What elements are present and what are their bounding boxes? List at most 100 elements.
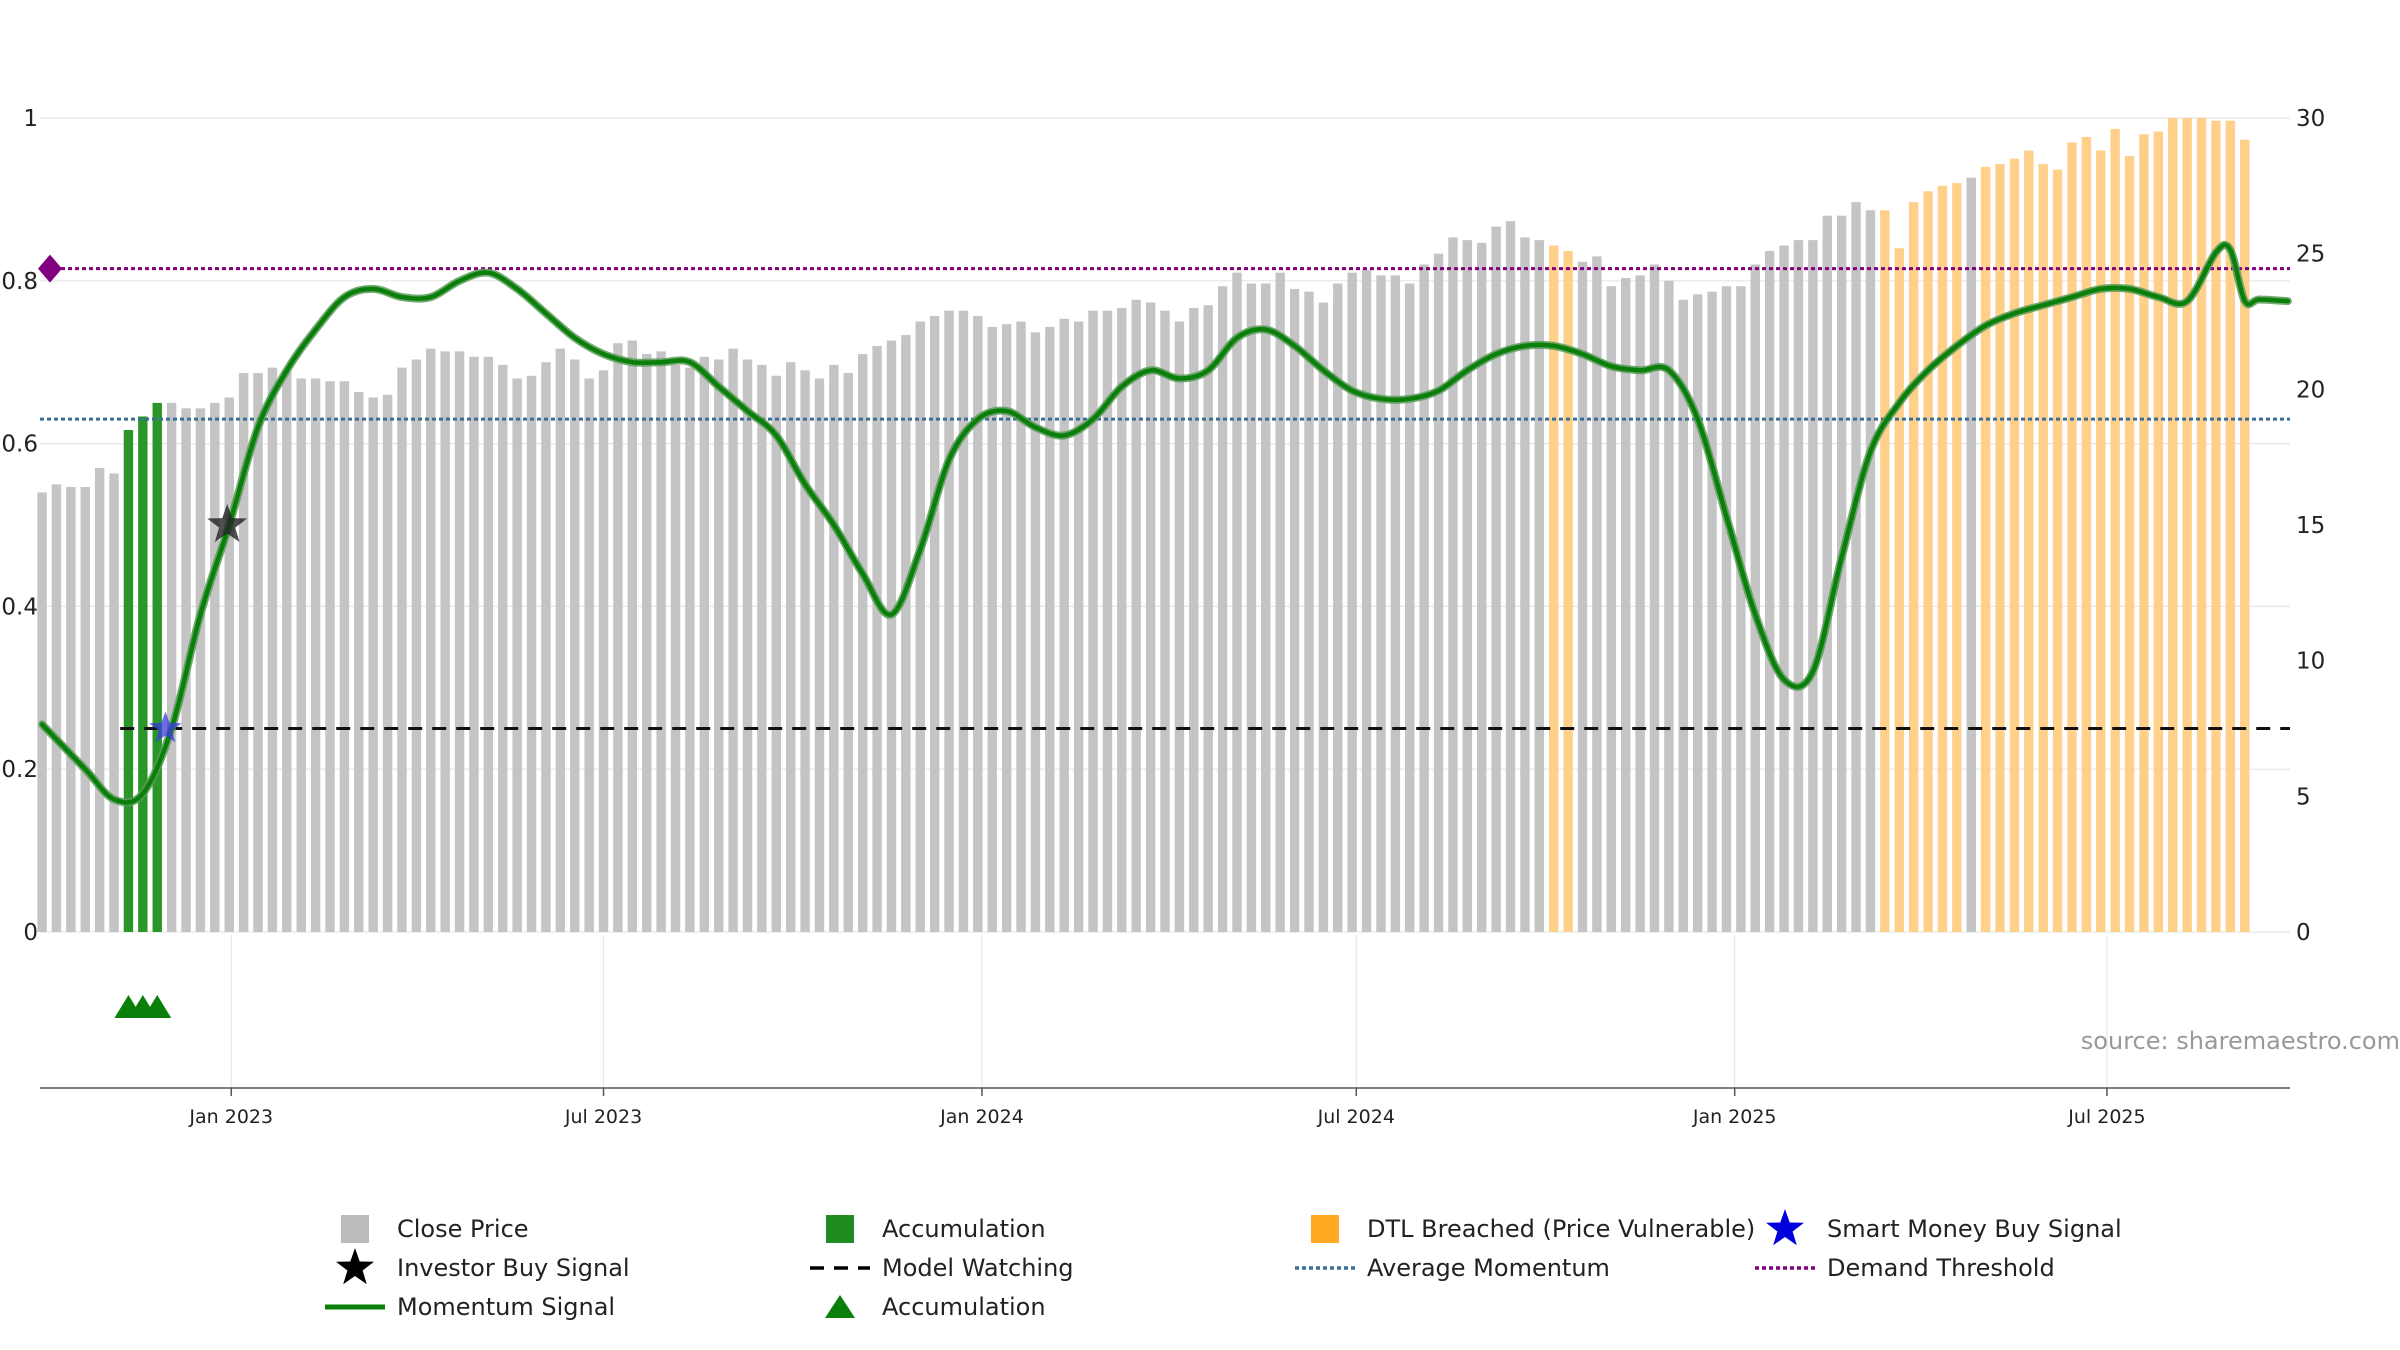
legend-investor-buy-signal-star: Investor Buy Signal (336, 1248, 630, 1285)
legend: Close Price Accumulation DTL Breached (Pri… (325, 1209, 2122, 1321)
close-price-bar (1851, 202, 1861, 932)
close-price-bar (598, 370, 609, 933)
source-label: source: sharemaestro.com (2081, 1027, 2400, 1055)
reference-lines (38, 254, 2290, 730)
legend-label: Investor Buy Signal (397, 1254, 630, 1282)
close-price-bar (800, 370, 810, 933)
close-price-bar (872, 345, 882, 932)
dtl-bar (2081, 136, 2092, 932)
investor-buy-signal-star (207, 504, 248, 542)
close-price-bar (66, 487, 76, 932)
legend-star-icon (1766, 1209, 1804, 1246)
dtl-bar (1995, 164, 2005, 933)
close-price-bar (929, 316, 940, 932)
close-price-bar (238, 373, 249, 932)
close-price-bar (1620, 278, 1631, 932)
close-price-bar (325, 381, 335, 932)
close-price-bar (1779, 245, 1789, 932)
close-price-bar (296, 378, 306, 933)
close-price-bar (109, 473, 119, 932)
close-price-bar (440, 351, 450, 932)
momentum-signal (38, 240, 2292, 807)
close-price-bar (1088, 310, 1098, 932)
close-price-bar (814, 378, 825, 933)
legend-label: Accumulation (882, 1293, 1046, 1321)
close-price-bar (901, 335, 911, 933)
legend-label: DTL Breached (Price Vulnerable) (1367, 1215, 1755, 1243)
close-price-bar (1448, 237, 1458, 933)
close-price-bar (195, 408, 206, 932)
dtl-bar (2225, 120, 2236, 933)
dtl-bar (2067, 142, 2077, 933)
dtl-bar (2052, 169, 2063, 932)
close-price-bar (699, 356, 710, 933)
close-price-bar (742, 359, 753, 932)
left-tick-label: 0.6 (1, 432, 38, 458)
close-price-bar (1030, 332, 1041, 932)
close-price-bar (51, 484, 62, 932)
close-price-bar (1361, 269, 1372, 932)
close-price-bar (584, 378, 594, 933)
close-price-bar (1721, 286, 1732, 932)
legend-accumulation-square: Accumulation (826, 1215, 1046, 1243)
close-price-bar (1016, 321, 1026, 932)
left-tick-label: 0.4 (1, 594, 38, 620)
legend-demand-threshold-dotted: Demand Threshold (1755, 1254, 2055, 1282)
close-price-bar (1289, 288, 1300, 932)
left-tick-label: 0.2 (1, 757, 38, 783)
close-price-bar (570, 359, 580, 932)
close-price-bar (1217, 286, 1228, 932)
close-price-bar (210, 402, 220, 932)
close-price-bar (1534, 240, 1545, 933)
close-price-bar (829, 364, 839, 932)
dtl-bar (1923, 191, 1933, 932)
close-price-bar (1577, 261, 1588, 933)
close-price-bar (1390, 275, 1401, 933)
close-price-bar (382, 394, 393, 932)
close-price-bar (339, 381, 350, 932)
close-price-bar (785, 362, 796, 932)
dtl-bar (2153, 131, 2164, 933)
accumulation-bar (123, 430, 134, 932)
legend-label: Demand Threshold (1827, 1254, 2055, 1282)
close-price-bar (1764, 250, 1775, 932)
accumulation-bar (138, 416, 148, 932)
close-price-bar (857, 354, 868, 932)
legend-triangle-icon (825, 1295, 855, 1318)
accumulation-bar (152, 402, 162, 932)
legend-dtl-breached-price-vulnerable-square: DTL Breached (Price Vulnerable) (1311, 1215, 1755, 1243)
close-price-bar (944, 310, 954, 932)
legend-swatch (826, 1215, 854, 1243)
dtl-bar (2168, 118, 2178, 932)
close-price-bar (555, 348, 566, 933)
legend-label: Momentum Signal (397, 1293, 615, 1321)
close-price-bar (1433, 253, 1444, 932)
close-price-bar (757, 364, 767, 932)
close-price-bar (1692, 294, 1703, 932)
x-tick-label: Jan 2024 (939, 1106, 1024, 1128)
legend-close-price-square: Close Price (341, 1215, 529, 1243)
close-price-bar (1822, 215, 1832, 932)
close-price-bar (1865, 210, 1876, 933)
demand-threshold-marker (38, 254, 62, 283)
dtl-bar (2139, 134, 2149, 932)
close-price-bar (282, 370, 292, 933)
close-price-bar (1246, 283, 1257, 933)
close-price-bar (224, 397, 234, 932)
close-price-bar (1750, 264, 1760, 932)
close-price-bar (1376, 275, 1386, 933)
close-price-bar (670, 364, 681, 932)
right-tick-label: 0 (2296, 920, 2311, 946)
momentum-signal-line (39, 242, 2291, 805)
close-price-bar (1405, 283, 1415, 933)
close-price-bar (1160, 310, 1170, 932)
close-price-bar (771, 375, 781, 932)
close-price-bar (1318, 302, 1329, 932)
close-price-bar (1966, 177, 1976, 932)
close-price-bar (714, 359, 724, 932)
close-price-bar (80, 487, 90, 932)
close-price-bar (1117, 307, 1127, 932)
close-price-bar (1174, 321, 1185, 932)
legend-label: Model Watching (882, 1254, 1074, 1282)
